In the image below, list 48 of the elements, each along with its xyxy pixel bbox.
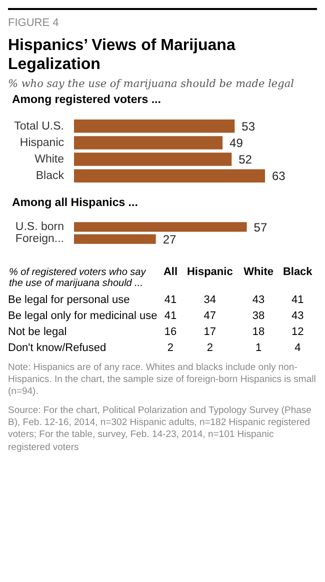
data-label: 43 — [290, 308, 305, 324]
data-label: 1 — [254, 340, 263, 356]
data-label: 12 — [290, 324, 305, 340]
source-note: Source: For the chart, Political Polarization and Typology Survey (Phase B), Feb. 12-16, 2014, n=302 Hispanic adults, n=182 Hispanic registered voters; For the table, survey, Feb. 14-23, 2014, n=101 Hispanic registered voters — [8, 404, 312, 454]
bar — [74, 136, 223, 150]
chart-title: Among all Hispanics ... — [12, 196, 139, 209]
category-label: Don't know/Refused — [8, 340, 108, 356]
data-label: 4 — [294, 340, 302, 356]
data-label: 17 — [202, 324, 218, 340]
data-label: 34 — [202, 292, 218, 308]
text: Note: Hispanics are of any race. Whites and blacks include only non-Hispanics. In the chart, the sample size of foreign-born Hispanics is small (n=94). — [8, 362, 317, 399]
y-tick-label: Foreign... — [15, 232, 64, 245]
text: Hispanic — [186, 266, 234, 280]
category-label: Be legal only for medicinal use — [8, 308, 158, 324]
y-tick-label: Total U.S. — [14, 120, 64, 132]
caption: FIGURE 4 — [8, 16, 60, 30]
data-label: 53 — [242, 119, 256, 134]
y-tick-label: U.S. born — [15, 220, 64, 233]
text: % who say the use of marijuana should be made legal — [8, 78, 295, 90]
bar — [74, 152, 232, 166]
text: Hispanics’ Views of Marijuana Legalization — [8, 36, 236, 75]
data-label: 41 — [290, 292, 305, 308]
data-label: 49 — [230, 136, 244, 150]
data-label: 43 — [251, 292, 266, 308]
data-label: 63 — [272, 168, 286, 183]
data-label: 52 — [238, 152, 252, 166]
category-label: Not be legal — [8, 324, 68, 340]
bar — [74, 168, 265, 182]
data-label: 16 — [163, 324, 178, 340]
data-label: 38 — [251, 308, 266, 324]
text: All — [162, 266, 179, 280]
data-label: 2 — [206, 340, 214, 356]
text: % of registered voters who say the use of marijuana should ... — [8, 266, 148, 291]
data-label: 18 — [251, 324, 266, 340]
bar — [74, 119, 235, 132]
category-label: Be legal for personal use — [8, 292, 131, 308]
data-label: 27 — [162, 232, 177, 246]
data-label: 2 — [166, 340, 175, 356]
y-tick-label: Hispanic — [20, 136, 64, 149]
data-label: 57 — [254, 220, 268, 234]
data-label: 47 — [202, 308, 218, 324]
text: Black — [282, 266, 314, 280]
text: White — [242, 266, 275, 280]
y-tick-label: White — [34, 153, 64, 166]
data-label: 41 — [163, 308, 178, 324]
y-tick-label: Black — [36, 170, 64, 182]
chart-title: Among registered voters ... — [12, 94, 162, 106]
data-label: 41 — [163, 292, 178, 308]
